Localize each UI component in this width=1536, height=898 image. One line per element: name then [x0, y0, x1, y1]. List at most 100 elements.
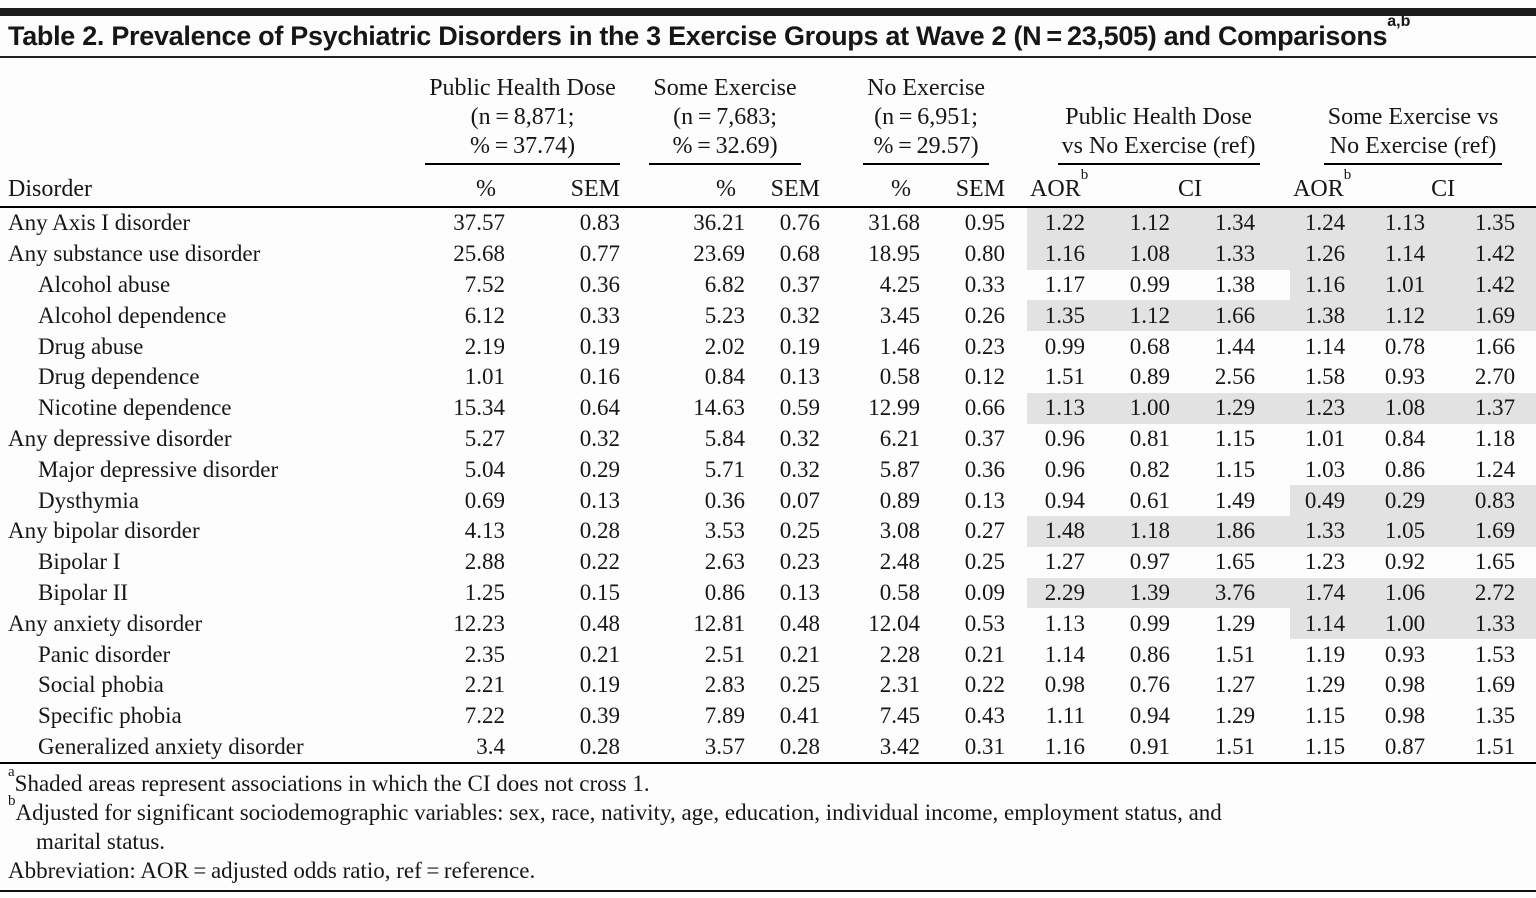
- cell-aor1: 0.98: [1044, 672, 1086, 698]
- abbreviation-note: Abbreviation: AOR = adjusted odds ratio,…: [8, 858, 536, 884]
- cell-hi2: 1.18: [1474, 425, 1516, 451]
- cell-aor1: 0.94: [1044, 487, 1086, 513]
- cell-name: Bipolar I: [38, 549, 121, 575]
- cell-sem2: 0.32: [779, 425, 821, 451]
- cell-sem2: 0.25: [779, 672, 821, 698]
- cell-hi2: 1.65: [1474, 549, 1516, 575]
- cell-sem1: 0.32: [579, 425, 621, 451]
- cell-aor1: 1.48: [1027, 515, 1091, 547]
- cell-sem2: 0.48: [779, 610, 821, 636]
- table-row: Any depressive disorder 5.27 0.32 5.84 0.32 6…: [0, 424, 1536, 455]
- group-name: Some Exercise: [653, 75, 797, 101]
- cell-name: Generalized anxiety disorder: [38, 733, 304, 759]
- cell-pct1: 2.35: [464, 641, 505, 667]
- cell-sem1: 0.19: [579, 333, 621, 359]
- cell-sem1: 0.83: [579, 210, 621, 236]
- cell-hi2: 2.70: [1474, 364, 1516, 390]
- table-row: Panic disorder 2.35 0.21 2.51 0.21 2.28 0.21 1.…: [0, 639, 1536, 670]
- cell-sem1: 0.64: [579, 395, 621, 421]
- cell-hi1: 1.51: [1214, 641, 1256, 667]
- cell-lo2: 1.12: [1350, 300, 1431, 332]
- cell-pct2: 12.81: [693, 610, 746, 636]
- cell-sem2: 0.68: [779, 241, 821, 267]
- cell-pct2: 2.63: [704, 549, 746, 575]
- cell-pct3: 4.25: [879, 271, 921, 297]
- cell-lo2: 0.98: [1384, 703, 1426, 729]
- group-header-some-vs-no-exercise: Some Exercise vs No Exercise (ref): [1290, 58, 1536, 166]
- cell-pct3: 1.46: [879, 333, 921, 359]
- table-row: Alcohol dependence 6.12 0.33 5.23 0.32 3.45 0.…: [0, 300, 1536, 332]
- pct-header-2: %: [716, 176, 737, 202]
- cell-pct3: 0.58: [879, 364, 921, 390]
- cell-name: Dysthymia: [38, 487, 139, 513]
- cell-pct3: 2.31: [879, 672, 921, 698]
- cell-name: Specific phobia: [38, 703, 182, 729]
- cell-lo2: 0.93: [1384, 364, 1426, 390]
- cell-pct1: 15.34: [453, 395, 505, 421]
- group-name: Public Health Dose: [1065, 104, 1252, 130]
- cell-sem3: 0.66: [964, 395, 1006, 421]
- cell-pct2: 23.69: [693, 241, 746, 267]
- cell-hi1: 2.56: [1214, 364, 1256, 390]
- top-rule: [0, 8, 1536, 16]
- cell-lo2: 0.86: [1384, 456, 1426, 482]
- cell-hi1: 1.38: [1214, 271, 1256, 297]
- cell-aor2: 1.01: [1304, 425, 1346, 451]
- pct-header-3: %: [891, 176, 912, 202]
- cell-hi2: 1.66: [1474, 333, 1516, 359]
- cell-sem3: 0.43: [964, 703, 1006, 729]
- cell-aor1: 0.96: [1044, 456, 1086, 482]
- cell-sem2: 0.07: [779, 487, 821, 513]
- cell-hi1: 1.49: [1214, 487, 1256, 513]
- cell-name: Major depressive disorder: [38, 456, 279, 482]
- cell-aor2: 1.03: [1304, 456, 1346, 482]
- cell-pct3: 2.48: [879, 549, 921, 575]
- cell-lo2: 0.84: [1384, 425, 1426, 451]
- cell-name: Any substance use disorder: [8, 241, 261, 267]
- cell-sem3: 0.33: [964, 271, 1006, 297]
- empty-header-cell: [0, 58, 420, 166]
- cell-pct2: 2.02: [704, 333, 746, 359]
- cell-hi1: 1.65: [1214, 549, 1256, 575]
- cell-sem1: 0.19: [579, 672, 621, 698]
- group-header-row: Public Health Dose (n = 8,871; % = 37.74…: [0, 58, 1536, 166]
- cell-lo1: 1.00: [1090, 392, 1176, 424]
- cell-pct2: 2.51: [704, 641, 746, 667]
- cell-sem3: 0.37: [964, 425, 1006, 451]
- cell-sem2: 0.41: [779, 703, 821, 729]
- cell-hi1: 1.29: [1214, 610, 1256, 636]
- cell-pct1: 7.22: [464, 703, 505, 729]
- cell-hi1: 1.15: [1214, 456, 1256, 482]
- footnote-a: aShaded areas represent associations in …: [8, 763, 650, 797]
- cell-sem2: 0.23: [779, 549, 821, 575]
- cell-pct3: 7.45: [879, 703, 921, 729]
- group-header-some-exercise: Some Exercise (n = 7,683; % = 32.69): [625, 58, 825, 166]
- cell-sem3: 0.22: [964, 672, 1006, 698]
- group-pct: % = 37.74): [469, 133, 576, 159]
- cell-sem1: 0.48: [579, 610, 621, 636]
- cell-pct2: 5.23: [704, 302, 746, 328]
- bottom-rule: [0, 890, 1536, 893]
- cell-sem1: 0.36: [579, 271, 621, 297]
- table-row: Drug dependence 1.01 0.16 0.84 0.13 0.58 0.12 1…: [0, 362, 1536, 393]
- cell-pct3: 6.21: [879, 425, 921, 451]
- cell-pct1: 7.52: [464, 271, 505, 297]
- cell-lo2: 0.98: [1384, 672, 1426, 698]
- cell-lo2: 0.93: [1384, 641, 1426, 667]
- cell-pct1: 2.21: [464, 672, 505, 698]
- cell-sem3: 0.21: [964, 641, 1006, 667]
- cell-lo2: 0.78: [1384, 333, 1426, 359]
- sem-header-1: SEM: [570, 176, 621, 202]
- cell-sem2: 0.21: [779, 641, 821, 667]
- cell-aor1: 1.13: [1027, 392, 1091, 424]
- cell-pct1: 12.23: [453, 610, 505, 636]
- cell-lo1: 0.68: [1129, 333, 1171, 359]
- cell-sem1: 0.22: [579, 549, 621, 575]
- cell-name: Drug abuse: [38, 333, 144, 359]
- cell-aor1: 2.29: [1027, 577, 1091, 609]
- cell-pct3: 18.95: [868, 241, 921, 267]
- cell-sem1: 0.28: [579, 518, 621, 544]
- cell-aor2: 1.74: [1290, 577, 1351, 609]
- cell-lo1: 0.86: [1129, 641, 1171, 667]
- cell-pct3: 12.04: [868, 610, 921, 636]
